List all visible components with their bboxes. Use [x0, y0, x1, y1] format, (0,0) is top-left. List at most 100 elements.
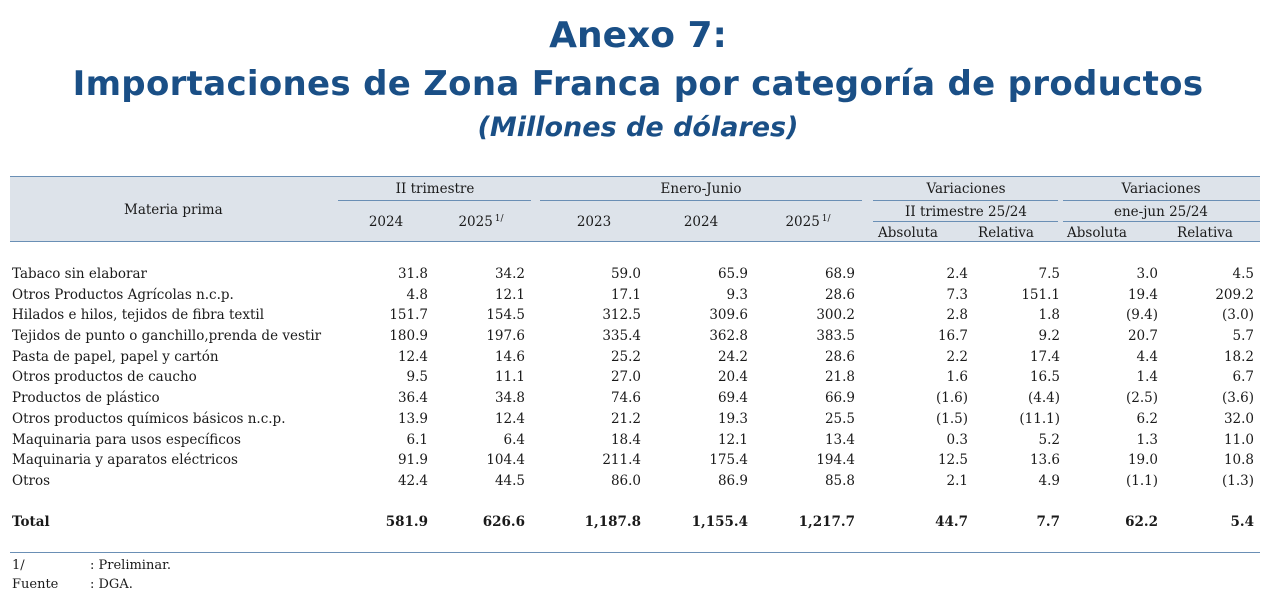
header-group-enero-junio: Enero-Junio [660, 181, 742, 197]
table-row: Pasta de papel, papel y cartón 12.4 14.6 25… [10, 347, 1260, 368]
cell-q2-2024: 13.9 [397, 410, 428, 427]
table-row: Hilados e hilos, tejidos de fibra textil… [10, 305, 1260, 326]
table-row: Tabaco sin elaborar 31.8 34.2 59.0 65.9 68.9 2… [10, 264, 1260, 285]
cell-ej-2024: 24.2 [717, 348, 748, 365]
cell-q2-2025: 14.6 [494, 348, 525, 365]
cell-var1-absoluta: 12.5 [937, 452, 968, 469]
cell-var2-relativa: (1.3) [1221, 472, 1254, 489]
cell-var1-relativa: 7.5 [1038, 266, 1060, 282]
cell-var2-absoluta: (9.4) [1125, 307, 1158, 324]
cell-var2-absoluta: (2.5) [1125, 390, 1158, 407]
total-cell-var2-relativa: 5.4 [1230, 514, 1255, 530]
cell-var2-absoluta: 19.0 [1127, 452, 1158, 469]
header-col-absoluta-1: Absoluta [878, 225, 938, 241]
title-units: (Millones de dólares) [477, 112, 799, 143]
total-label: Total [12, 514, 50, 530]
header-col-2025-ej: 2025 1/ [785, 213, 831, 230]
header-col-2023-ej: 2023 [576, 214, 612, 230]
table-header-bottom-rule [10, 241, 1260, 242]
cell-ej-2025: 21.8 [824, 369, 855, 386]
cell-var1-relativa: 16.5 [1029, 369, 1060, 386]
cell-ej-2023: 59.0 [610, 266, 641, 282]
cell-var2-relativa: (3.0) [1221, 307, 1254, 324]
header-col-absoluta-2: Absoluta [1067, 225, 1127, 241]
cell-var1-relativa: 17.4 [1029, 348, 1060, 365]
total-cell-ej-2024: 1,155.4 [691, 514, 748, 530]
cell-ej-2024: 175.4 [709, 452, 748, 469]
cell-var1-absoluta: 1.6 [946, 369, 968, 386]
total-cell-var2-absoluta: 62.2 [1125, 514, 1158, 530]
cell-ej-2023: 25.2 [610, 348, 641, 365]
cell-q2-2024: 36.4 [397, 390, 428, 407]
cell-var2-relativa: 6.7 [1232, 369, 1254, 386]
cell-var2-relativa: 209.2 [1215, 286, 1254, 303]
cell-var2-absoluta: 1.4 [1136, 369, 1158, 386]
row-label: Maquinaria para usos específicos [12, 431, 241, 448]
cell-var2-relativa: 32.0 [1223, 410, 1254, 427]
table-row: Productos de plástico 36.4 34.8 74.6 69.4 66.… [10, 388, 1260, 409]
cell-q2-2024: 31.8 [397, 266, 428, 282]
cell-var2-absoluta: (1.1) [1125, 472, 1158, 489]
table-row: Maquinaria y aparatos eléctricos 91.9 104.… [10, 450, 1260, 471]
cell-var2-absoluta: 20.7 [1127, 328, 1158, 345]
cell-ej-2025: 85.8 [824, 472, 855, 489]
cell-ej-2025: 28.6 [824, 348, 855, 365]
cell-q2-2024: 4.8 [406, 286, 428, 303]
cell-ej-2024: 362.8 [709, 328, 748, 345]
table-row: Maquinaria para usos específicos 6.1 6.4 18… [10, 430, 1260, 451]
cell-var1-relativa: 9.2 [1038, 328, 1060, 345]
cell-ej-2025: 68.9 [824, 266, 855, 282]
cell-ej-2025: 66.9 [824, 390, 855, 407]
cell-var1-absoluta: (1.6) [935, 390, 968, 407]
header-group-ii-trimestre: II trimestre [395, 181, 475, 197]
title-main: Importaciones de Zona Franca por categor… [72, 64, 1204, 104]
table-bottom-rule [10, 552, 1260, 553]
cell-var1-absoluta: 2.4 [946, 266, 968, 282]
cell-var1-relativa: (11.1) [1019, 410, 1060, 427]
cell-ej-2025: 300.2 [816, 307, 855, 324]
cell-ej-2024: 19.3 [717, 410, 748, 427]
cell-ej-2024: 65.9 [717, 266, 748, 282]
row-label: Otros [12, 472, 51, 489]
cell-var1-relativa: 4.9 [1038, 472, 1060, 489]
cell-q2-2025: 44.5 [494, 472, 525, 489]
cell-q2-2024: 151.7 [389, 307, 428, 324]
cell-ej-2023: 21.2 [610, 410, 641, 427]
header-group-variaciones-2: Variaciones [1121, 181, 1201, 197]
group-rule-enero-junio [540, 200, 862, 201]
total-cell-ej-2023: 1,187.8 [584, 514, 641, 530]
cell-ej-2023: 74.6 [610, 390, 641, 407]
total-cell-var1-absoluta: 44.7 [935, 514, 968, 530]
cell-ej-2025: 25.5 [824, 410, 855, 427]
cell-var2-absoluta: 6.2 [1136, 410, 1158, 427]
cell-ej-2023: 17.1 [610, 286, 641, 303]
cell-var2-absoluta: 4.4 [1136, 348, 1158, 365]
table-body: Tabaco sin elaborar 31.8 34.2 59.0 65.9 68.9 2… [10, 264, 1260, 492]
cell-var1-relativa: (4.4) [1027, 390, 1060, 407]
cell-var2-absoluta: 19.4 [1127, 286, 1158, 303]
cell-ej-2024: 20.4 [717, 369, 748, 386]
cell-ej-2024: 86.9 [717, 472, 748, 489]
row-label: Pasta de papel, papel y cartón [12, 348, 219, 365]
cell-ej-2024: 12.1 [717, 431, 748, 448]
cell-var1-absoluta: 2.1 [946, 472, 968, 489]
cell-var2-relativa: 10.8 [1223, 452, 1254, 469]
table-top-rule [10, 176, 1260, 177]
cell-q2-2025: 104.4 [486, 452, 525, 469]
row-label: Maquinaria y aparatos eléctricos [12, 452, 238, 469]
cell-var1-absoluta: 2.8 [946, 307, 968, 324]
cell-var2-relativa: (3.6) [1221, 390, 1254, 407]
cell-ej-2025: 13.4 [824, 431, 855, 448]
group-rule-variaciones-1 [873, 200, 1058, 201]
cell-ej-2023: 18.4 [610, 431, 641, 448]
cell-var2-absoluta: 1.3 [1136, 431, 1158, 448]
cell-ej-2025: 383.5 [816, 328, 855, 345]
row-label: Otros productos de caucho [12, 369, 197, 386]
header-col-2024-q2: 2024 [368, 214, 404, 230]
cell-var1-absoluta: (1.5) [935, 410, 968, 427]
footnote-key: 1/ [12, 558, 25, 573]
header-col-relativa-1: Relativa [978, 225, 1034, 241]
total-cell-var1-relativa: 7.7 [1036, 514, 1061, 530]
footnote-mark: 1/ [494, 213, 504, 224]
cell-q2-2025: 11.1 [494, 369, 525, 386]
